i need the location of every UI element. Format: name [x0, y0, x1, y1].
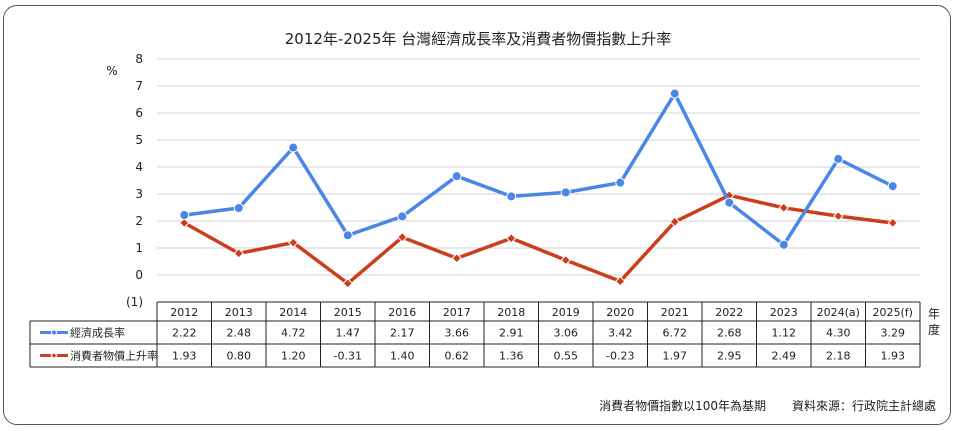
y-tick-label: 2 [135, 214, 143, 228]
x-category-label: 2017 [443, 306, 471, 319]
data-point [342, 230, 353, 241]
data-point [179, 217, 190, 229]
data-table-value: 1.20 [281, 350, 306, 363]
data-point [669, 216, 680, 228]
data-point [887, 181, 898, 192]
data-point [560, 254, 571, 266]
data-point [615, 177, 626, 188]
footer-note: 消費者物價指數以100年為基期 [599, 398, 766, 413]
data-point [288, 237, 299, 248]
legend-marker [51, 329, 57, 336]
y-tick-label: 5 [135, 133, 143, 147]
data-point [506, 233, 517, 244]
x-category-label: 2018 [497, 306, 525, 319]
y-tick-label: 3 [135, 187, 143, 201]
legend-marker [50, 351, 58, 360]
data-table-value: 1.47 [336, 327, 361, 340]
x-axis-label: 年 [928, 307, 940, 321]
data-table-value: -0.31 [334, 350, 362, 363]
y-tick-label: 4 [135, 160, 143, 174]
y-tick-label: 0 [135, 268, 143, 282]
data-table-value: 3.42 [608, 327, 633, 340]
data-table-value: 1.93 [881, 350, 906, 363]
data-table-value: 2.18 [826, 350, 851, 363]
data-point [778, 202, 789, 213]
data-point [288, 142, 299, 153]
data-table-value: 4.72 [281, 327, 306, 340]
data-table-value: 2.95 [717, 350, 742, 363]
data-point [560, 187, 571, 198]
series-line [184, 91, 894, 247]
data-table-value: 1.36 [499, 350, 524, 363]
data-table-value: -0.23 [606, 350, 634, 363]
y-tick-label: 6 [135, 106, 143, 120]
x-category-label: 2023 [770, 306, 798, 319]
x-category-label: 2019 [552, 306, 580, 319]
chart-frame [3, 5, 951, 425]
x-category-label: 2024(a) [817, 306, 860, 319]
data-table-value: 2.17 [390, 327, 415, 340]
data-point [724, 197, 735, 208]
x-category-label: 2025(f) [873, 306, 913, 319]
series-line [183, 193, 894, 286]
data-table-value: 3.66 [445, 327, 470, 340]
x-category-label: 2012 [170, 306, 198, 319]
data-point [833, 153, 844, 164]
y-tick-label: 7 [135, 79, 143, 93]
data-point [233, 248, 244, 259]
x-axis-label: 度 [928, 322, 940, 337]
data-point [506, 191, 517, 202]
data-point [397, 211, 408, 222]
data-table-value: 1.12 [772, 327, 797, 340]
data-table-value: 2.22 [172, 327, 197, 340]
y-tick-label: (1) [126, 295, 143, 309]
y-tick-label: 8 [135, 52, 143, 66]
data-table-value: 1.40 [390, 350, 415, 363]
data-point [615, 276, 626, 287]
data-table-value: 0.62 [445, 350, 470, 363]
data-point [887, 217, 898, 229]
data-point [397, 231, 408, 243]
data-table-value: 2.49 [772, 350, 797, 363]
x-category-label: 2016 [388, 306, 416, 319]
data-table-value: 3.29 [881, 327, 906, 340]
data-point [669, 88, 680, 99]
data-point [233, 203, 244, 214]
data-table-value: 3.06 [554, 327, 579, 340]
x-category-label: 2020 [606, 306, 634, 319]
x-category-label: 2013 [225, 306, 253, 319]
x-category-label: 2022 [715, 306, 743, 319]
data-table-value: 1.97 [663, 350, 688, 363]
legend-label: 經濟成長率 [70, 326, 125, 340]
data-point [342, 278, 353, 289]
data-table-value: 1.93 [172, 350, 197, 363]
data-point [778, 239, 789, 250]
x-category-label: 2015 [334, 306, 362, 319]
data-point [833, 210, 844, 222]
data-table-value: 2.68 [717, 327, 742, 340]
data-table-value: 2.91 [499, 327, 524, 340]
data-table-value: 0.80 [227, 350, 252, 363]
chart-title: 2012年-2025年 台灣經濟成長率及消費者物價指數上升率 [285, 30, 672, 48]
legend-label: 消費者物價上升率 [70, 349, 158, 363]
data-point [451, 253, 462, 264]
data-point [451, 171, 462, 182]
x-category-label: 2021 [661, 306, 689, 319]
data-table-value: 4.30 [826, 327, 851, 340]
y-tick-label: 1 [135, 241, 143, 255]
data-table-value: 0.55 [554, 350, 579, 363]
data-point [179, 210, 190, 221]
footer-source: 資料來源：行政院主計總處 [792, 398, 936, 413]
data-table-value: 2.48 [227, 327, 252, 340]
data-table-value: 6.72 [663, 327, 688, 340]
y-axis-unit-label: % [106, 64, 117, 78]
x-category-label: 2014 [279, 306, 307, 319]
